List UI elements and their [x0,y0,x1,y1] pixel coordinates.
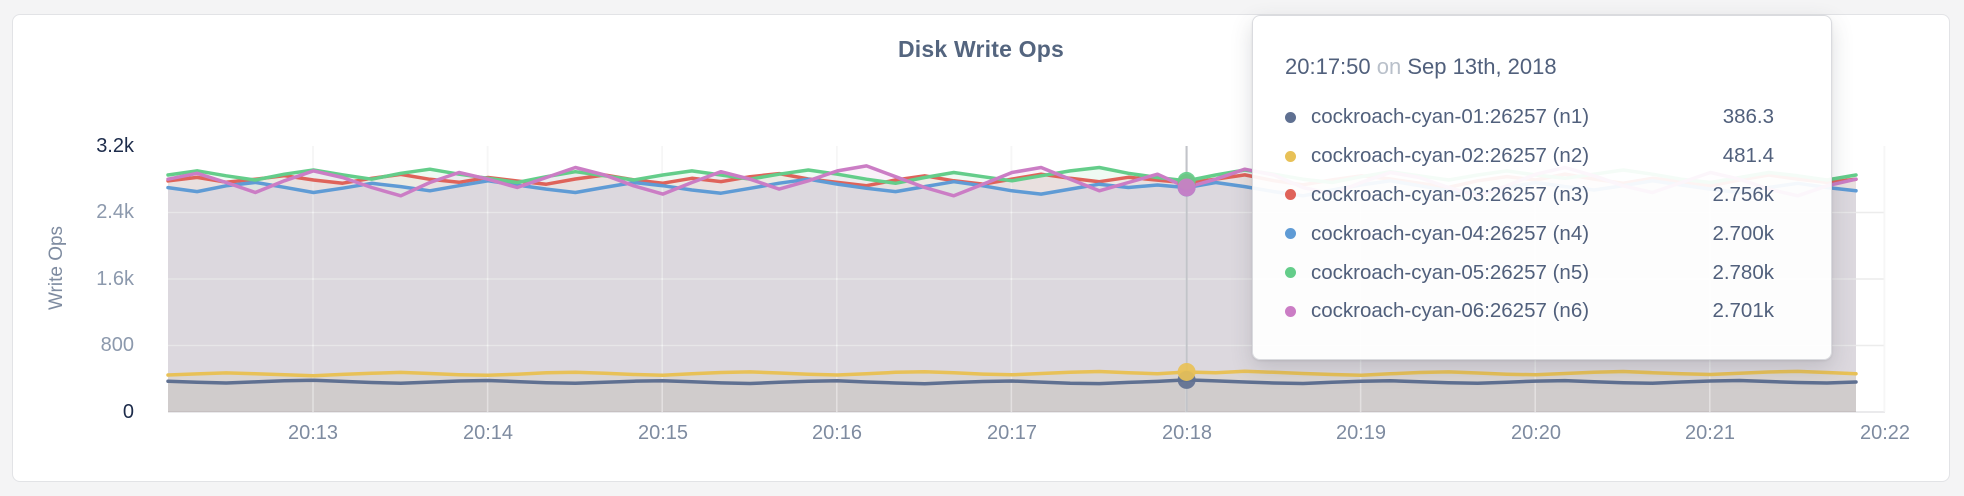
legend-row: cockroach-cyan-02:26257 (n2) 481.4 [1253,137,1831,176]
x-tick-label: 20:13 [287,422,339,444]
tooltip-series-label: cockroach-cyan-01:26257 (n1) [1311,105,1590,129]
tooltip-series-label: cockroach-cyan-06:26257 (n6) [1311,299,1590,323]
series-dot-icon [1285,150,1296,162]
x-tick-label: 20:17 [986,422,1038,444]
x-tick-label: 20:21 [1684,422,1736,444]
tooltip-series-label: cockroach-cyan-03:26257 (n3) [1311,182,1590,206]
tooltip-series-label: cockroach-cyan-02:26257 (n2) [1311,144,1590,168]
tooltip-series-label: cockroach-cyan-05:26257 (n5) [1311,260,1590,284]
tooltip-conjunction: on [1376,54,1402,79]
tooltip-series-value: 481.4 [1722,144,1774,168]
series-dot-icon [1285,189,1296,201]
x-tick-label: 20:16 [811,422,863,444]
y-tick-label: 0 [122,401,134,423]
series-dot-icon [1285,111,1296,123]
x-tick-label: 20:14 [462,422,514,444]
tooltip-series-value: 2.756k [1712,182,1774,206]
tooltip-time: 20:17:50 [1285,54,1371,79]
tooltip-date: Sep 13th, 2018 [1407,54,1557,79]
x-tick-label: 20:18 [1161,422,1213,444]
tooltip-series-label: cockroach-cyan-04:26257 (n4) [1311,221,1590,245]
legend-row: cockroach-cyan-04:26257 (n4) 2.700k [1253,214,1831,253]
series-dot-icon [1285,305,1296,317]
legend-row: cockroach-cyan-06:26257 (n6) 2.701k [1253,292,1831,331]
y-tick-label: 1.6k [96,268,134,290]
series-dot-icon [1285,267,1296,279]
tooltip-legend: cockroach-cyan-01:26257 (n1) 386.3 cockr… [1253,98,1831,331]
legend-row: cockroach-cyan-01:26257 (n1) 386.3 [1253,98,1831,137]
legend-row: cockroach-cyan-05:26257 (n5) 2.780k [1253,253,1831,292]
x-tick-label: 20:20 [1510,422,1562,444]
hover-tooltip: 20:17:50 on Sep 13th, 2018 cockroach-cya… [1252,15,1832,360]
legend-row: cockroach-cyan-03:26257 (n3) 2.756k [1253,176,1831,215]
x-tick-label: 20:19 [1335,422,1387,444]
tooltip-series-value: 2.701k [1712,299,1774,323]
y-tick-label: 800 [100,334,134,356]
tooltip-series-value: 2.700k [1712,221,1774,245]
tooltip-series-value: 2.780k [1712,260,1774,284]
y-tick-label: 2.4k [96,201,134,223]
x-tick-label: 20:15 [637,422,689,444]
tooltip-timestamp: 20:17:50 on Sep 13th, 2018 [1285,54,1557,80]
series-dot-icon [1285,228,1296,240]
tooltip-series-value: 386.3 [1722,105,1774,129]
chart-title: Disk Write Ops [898,36,1064,62]
y-tick-label: 3.2k [96,135,134,157]
x-tick-label: 20:22 [1859,422,1911,444]
